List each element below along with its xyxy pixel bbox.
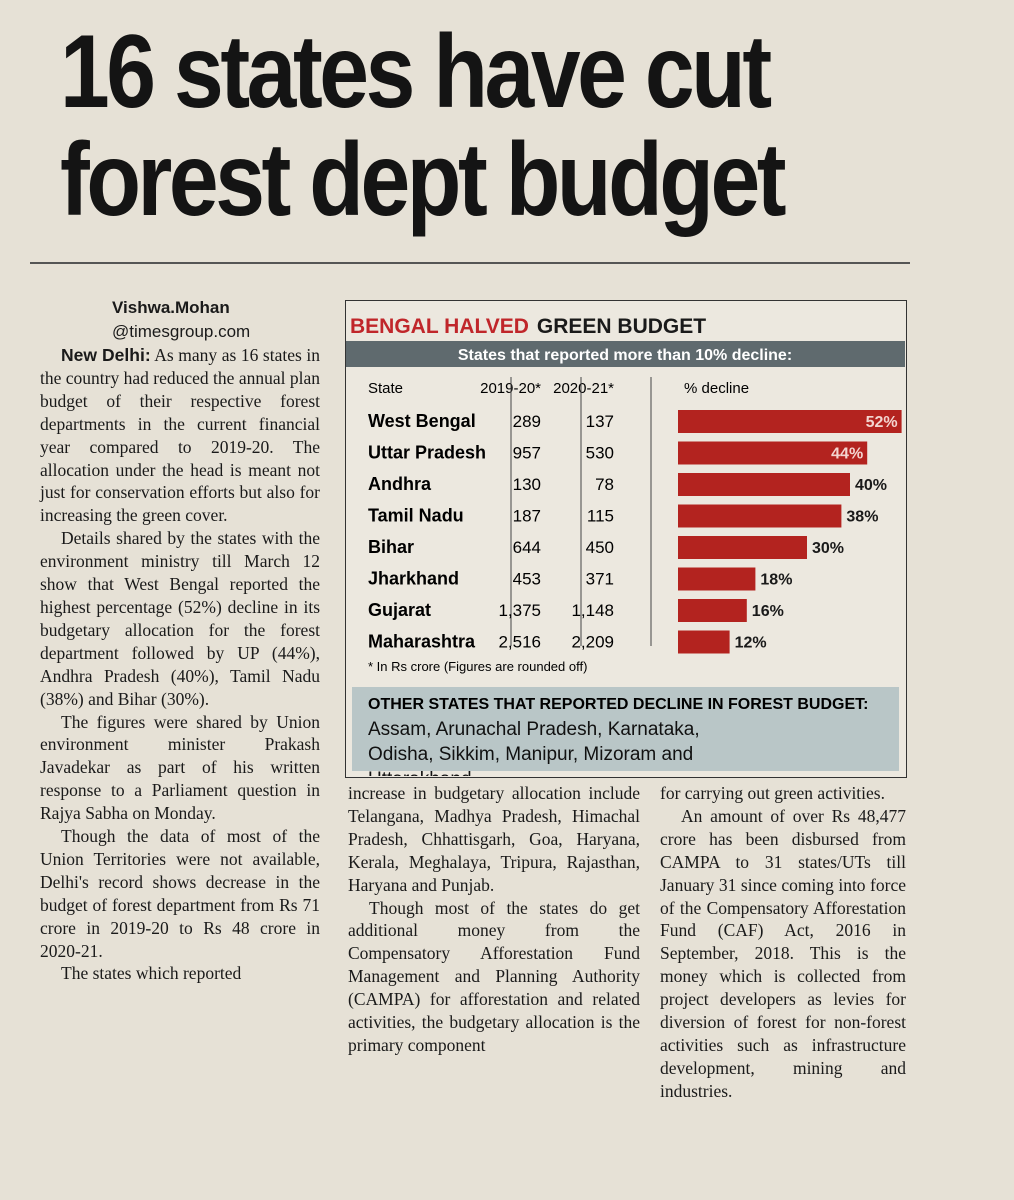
bar-label: 52% [866,414,898,431]
chart-title: BENGAL HALVED GREEN BUDGET [350,315,706,338]
value-2020: 1,148 [571,601,614,620]
value-2020: 450 [586,538,614,557]
chart-box: BENGAL HALVED GREEN BUDGET States that rep… [345,300,907,790]
value-2019: 130 [513,475,541,494]
bar [678,473,850,496]
value-2019: 644 [513,538,541,557]
state-name: Andhra [368,474,432,494]
paragraph-text: As many as 16 states in the country had … [40,345,320,526]
bar-label: 18% [760,572,792,589]
state-name: West Bengal [368,411,476,431]
bar [678,630,730,654]
value-2020: 137 [586,412,614,431]
bar-label: 40% [855,477,887,494]
bar-label: 30% [812,540,844,557]
value-2020: 2,209 [571,633,614,652]
bar-label: 44% [831,446,863,463]
paragraph-text: The figures were shared by Union environ… [40,711,320,824]
value-2020: 78 [595,475,614,494]
value-2019: 957 [513,444,541,463]
column-header: 2020-21* [553,380,614,397]
paragraph-text: Details shared by the states with the en… [40,528,320,709]
bar [678,567,756,591]
bar [678,504,842,528]
value-2020: 530 [586,444,614,463]
other-states-box [352,687,899,771]
column-header: State [368,380,403,397]
paragraph: Though most of the states do get additio… [348,897,640,1057]
other-states-heading: OTHER STATES THAT REPORTED DECLINE IN FO… [368,696,868,713]
author-org: @timesgroup.com [112,322,251,341]
paragraph: for carrying out green activities. [660,782,906,805]
paragraph: Details shared by the states with the en… [40,527,320,710]
byline: Vishwa.Mohan @timesgroup.com [112,296,250,344]
subtitle-band [346,341,905,367]
author: Vishwa.Mohan [112,298,230,317]
paragraph-text: Though most of the states do get additio… [348,897,640,1055]
column: increase in budgetary allocation include… [348,782,640,1057]
state-name: Maharashtra [368,632,476,652]
paragraph-text: for carrying out green activities. [660,783,885,803]
chart-subtitle: States that reported more than 10% decli… [458,347,792,364]
paragraph-text: The states which reported [61,963,242,984]
paragraph-text: increase in budgetary allocation include… [348,783,640,895]
value-2019: 187 [513,507,541,526]
value-2020: 115 [587,507,614,526]
paragraph-text: An amount of over Rs 48,477 crore has be… [660,805,906,1101]
bar [678,536,807,559]
paragraph: increase in budgetary allocation include… [348,782,640,897]
headline-line: forest dept budget [60,122,787,238]
headline-line: 16 states have cut [60,14,772,130]
paragraph: The states which reported [40,962,320,985]
state-name: Bihar [368,537,414,557]
value-2019: 453 [513,570,541,589]
dateline: New Delhi: [61,345,151,365]
value-2019: 2,516 [498,633,541,652]
bar [678,410,902,433]
state-name: Uttar Pradesh [368,443,486,463]
chart-title-highlight: BENGAL HALVED [350,315,529,338]
value-2019: 1,375 [498,601,541,620]
bar [678,599,747,622]
bar [678,441,868,465]
column-header: % decline [684,380,749,397]
paragraph-text: Though the data of most of the Union Ter… [40,826,320,961]
column: New Delhi: As many as 16 states in the c… [40,344,320,985]
state-name: Tamil Nadu [368,506,464,526]
footnote: * In Rs crore (Figures are rounded off) [368,659,587,674]
bar-label: 38% [846,509,878,526]
state-name: Gujarat [368,600,431,620]
chart-title-text: GREEN BUDGET [537,315,706,338]
rule [30,262,910,264]
paragraph: New Delhi: As many as 16 states in the c… [40,344,320,527]
value-2020: 371 [586,570,614,589]
state-name: Jharkhand [368,569,459,589]
bar-label: 16% [752,603,784,620]
bar-label: 12% [735,635,767,652]
paragraph: Though the data of most of the Union Ter… [40,825,320,962]
value-2019: 289 [513,412,541,431]
chart: BENGAL HALVED GREEN BUDGET States that rep… [346,315,905,790]
headline: 16 states have cut forest dept budget [60,18,834,234]
paragraph: An amount of over Rs 48,477 crore has be… [660,805,906,1103]
paragraph: The figures were shared by Union environ… [40,711,320,826]
column: for carrying out green activities. An amo… [660,782,906,1103]
